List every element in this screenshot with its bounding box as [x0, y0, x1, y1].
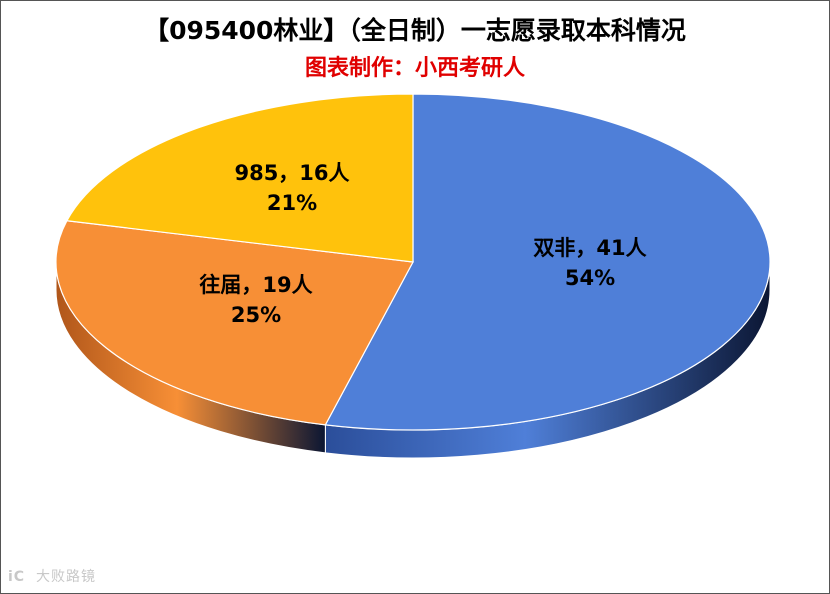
percent-label-985: 21% — [267, 191, 317, 215]
pie-slice-shuangfei — [324, 93, 771, 431]
watermark: iC 大败路镜 — [8, 566, 96, 586]
percent-label-wangjie: 25% — [231, 303, 281, 327]
pie-slice-985 — [65, 93, 414, 263]
data-label-985: 985，16人 — [234, 161, 349, 185]
data-label-wangjie: 往届，19人 — [199, 273, 312, 297]
percent-label-shuangfei: 54% — [565, 266, 615, 290]
data-label-shuangfei: 双非，41人 — [533, 236, 646, 260]
watermark-logo-icon: iC — [8, 569, 26, 585]
pie-slice-wangjie — [55, 220, 414, 426]
chart-subtitle: 图表制作：小西考研人 — [304, 56, 525, 81]
chart-title: 【095400林业】（全日制）一志愿录取本科情况 — [144, 16, 686, 45]
watermark-text: 大败路镜 — [36, 569, 96, 585]
